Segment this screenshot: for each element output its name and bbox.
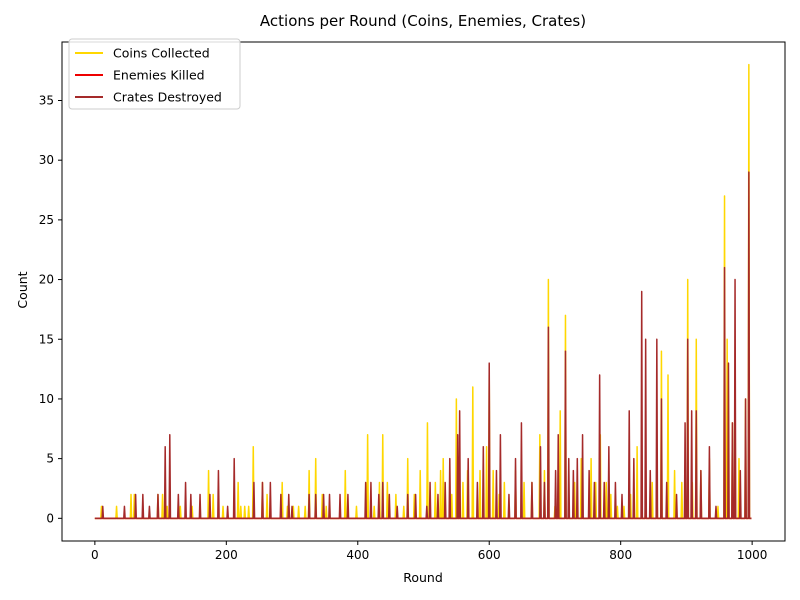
x-axis-label: Round	[403, 570, 443, 585]
y-tick-label: 15	[39, 332, 54, 346]
y-tick-label: 10	[39, 392, 54, 406]
legend-label: Enemies Killed	[113, 68, 205, 83]
x-axis-ticks: 0 200 400 600 800 1000	[91, 541, 767, 562]
x-tick-label: 200	[215, 548, 238, 562]
legend-label: Crates Destroyed	[113, 90, 222, 105]
series-layer	[94, 63, 752, 520]
y-tick-label: 30	[39, 153, 54, 167]
legend-box	[68, 38, 241, 110]
chart-title: Actions per Round (Coins, Enemies, Crate…	[260, 12, 586, 30]
axes-frame	[61, 41, 786, 542]
x-tick-label: 800	[609, 548, 632, 562]
legend: Coins Collected Enemies Killed Crates Dest…	[68, 38, 241, 110]
y-tick-label: 35	[39, 93, 54, 107]
x-tick-label: 1000	[737, 548, 768, 562]
legend-label: Coins Collected	[113, 46, 210, 61]
x-tick-label: 0	[91, 548, 99, 562]
series-line-crates-destroyed	[94, 171, 752, 520]
y-tick-label: 5	[46, 452, 54, 466]
y-tick-label: 25	[39, 213, 54, 227]
y-tick-label: 0	[46, 511, 54, 525]
y-axis-ticks: 0 5 10 15 20 25 30 35	[39, 93, 62, 525]
y-axis-label: Count	[15, 271, 30, 308]
plot-area	[61, 41, 786, 542]
y-tick-label: 20	[39, 273, 54, 287]
x-tick-label: 600	[478, 548, 501, 562]
x-tick-label: 400	[346, 548, 369, 562]
